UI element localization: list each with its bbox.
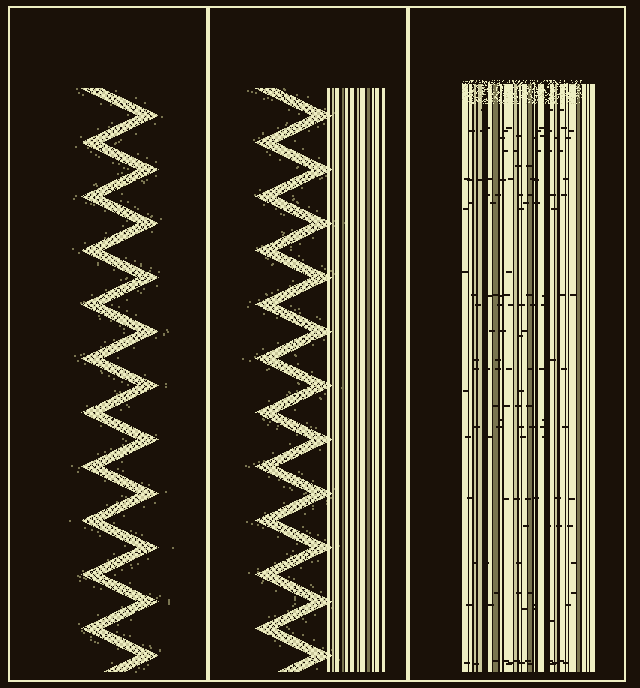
- pattern-panel-b: [208, 6, 408, 682]
- pattern-panel-a: [8, 6, 208, 682]
- zigzag-pattern-a: [12, 10, 208, 682]
- zigzag-and-stripes-pattern-b: [212, 10, 408, 682]
- stripe-cluster-pattern-c: [412, 10, 626, 682]
- pattern-panel-c: [408, 6, 626, 682]
